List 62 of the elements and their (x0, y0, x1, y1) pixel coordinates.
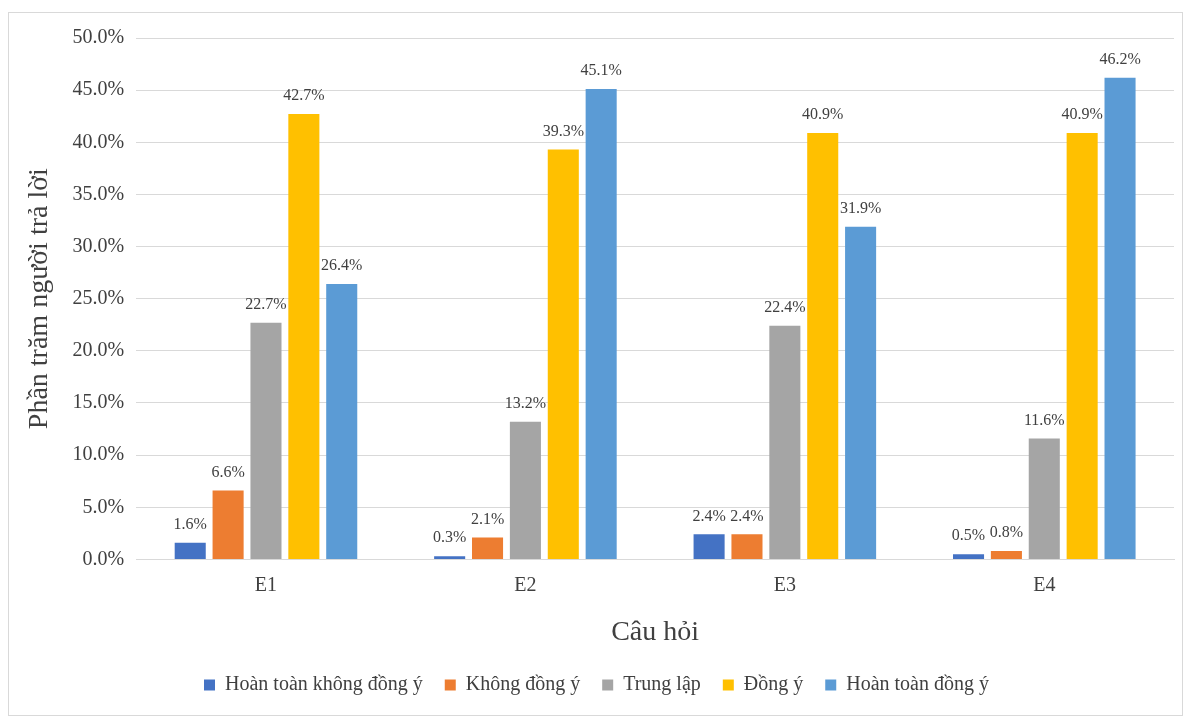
data-label: 40.9% (1061, 105, 1103, 123)
bar (434, 556, 466, 559)
data-label: 22.4% (764, 298, 806, 316)
bar (1066, 132, 1098, 559)
bar (953, 554, 985, 559)
bar (769, 325, 801, 559)
x-tick-label: E1 (254, 572, 278, 595)
y-tick-label: 10.0% (72, 442, 125, 465)
bar (1104, 77, 1136, 559)
x-axis-title: Câu hỏi (611, 614, 700, 646)
data-label: 11.6% (1023, 410, 1065, 428)
data-label: 26.4% (321, 256, 363, 274)
y-tick-label: 25.0% (72, 285, 125, 308)
data-label: 0.8% (989, 523, 1024, 541)
data-label: 22.7% (245, 294, 287, 312)
bar (326, 284, 358, 559)
legend-label: Đồng ý (743, 672, 804, 696)
legend-label: Hoàn toàn đồng ý (846, 672, 990, 696)
legend-label: Không đồng ý (465, 672, 581, 696)
bar (288, 114, 320, 559)
bar (250, 322, 282, 559)
bar (990, 551, 1022, 559)
bar (1028, 438, 1060, 559)
data-label: 2.4% (730, 506, 764, 524)
bar (174, 542, 206, 559)
data-label: 6.6% (211, 462, 245, 480)
bar (472, 537, 504, 559)
data-label: 13.2% (504, 393, 547, 411)
data-label: 39.3% (542, 121, 584, 139)
bar (585, 89, 617, 559)
data-label: 42.7% (283, 86, 325, 104)
y-tick-label: 20.0% (72, 338, 125, 361)
bar (731, 534, 763, 559)
y-tick-label: 45.0% (72, 77, 125, 100)
x-tick-label: E3 (773, 572, 796, 595)
x-tick-label: E2 (514, 572, 537, 595)
data-label: 31.9% (839, 198, 882, 216)
y-tick-label: 30.0% (72, 233, 125, 256)
data-label: 0.3% (432, 528, 467, 546)
bar (693, 534, 725, 559)
data-label: 2.1% (470, 509, 505, 527)
bar (547, 149, 579, 559)
y-tick-label: 5.0% (82, 494, 125, 517)
y-tick-label: 35.0% (72, 181, 125, 204)
bar (509, 421, 541, 559)
data-label: 1.6% (173, 514, 207, 532)
legend-label: Trung lập (623, 672, 701, 696)
y-tick-label: 40.0% (72, 129, 125, 152)
y-tick-label: 0.0% (82, 546, 125, 569)
data-label: 45.1% (580, 61, 622, 79)
y-axis-title: Phần trăm người trả lời (22, 167, 54, 430)
bar (807, 132, 839, 559)
data-label: 46.2% (1099, 49, 1141, 67)
bar (845, 226, 877, 559)
x-tick-label: E4 (1033, 572, 1056, 595)
data-label: 2.4% (692, 506, 726, 524)
data-label: 40.9% (802, 105, 844, 123)
legend-label: Hoàn toàn không đồng ý (225, 672, 423, 696)
bar (212, 490, 244, 559)
y-tick-label: 50.0% (72, 25, 125, 48)
y-tick-label: 15.0% (72, 390, 125, 413)
data-label: 0.5% (951, 526, 986, 544)
